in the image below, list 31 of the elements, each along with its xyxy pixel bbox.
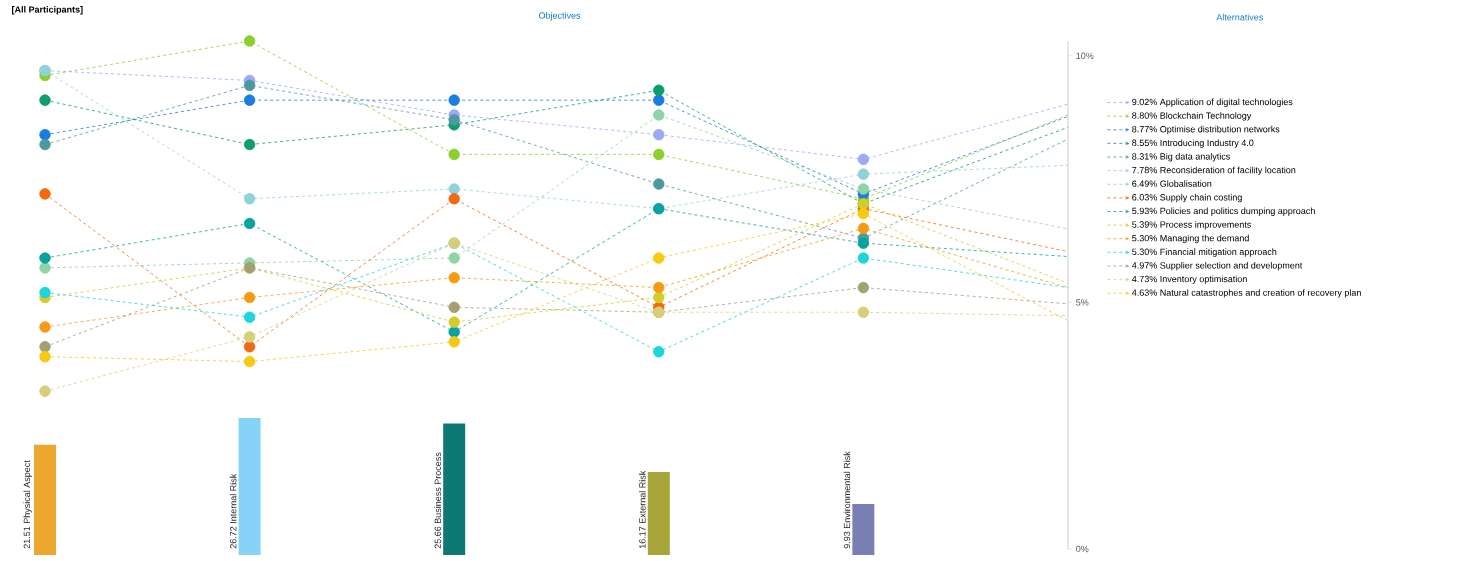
y-tick-label: 5% — [1076, 299, 1089, 306]
x-tick-label: Environmental Risk — [843, 451, 851, 529]
chart-title: [All Participants] — [12, 6, 83, 15]
data-label: 21.51 — [23, 526, 31, 549]
legend-label: 7.78% Reconsideration of facility location — [1132, 166, 1296, 176]
legend-label: 9.02% Application of digital technologies — [1132, 98, 1293, 107]
x-tick-label: Physical Aspect — [23, 460, 32, 524]
legend-label: 5.39% Process improvements — [1132, 221, 1251, 230]
x-tick-label: External Risk — [638, 470, 646, 524]
legend-label: 6.03% Supply chain costing — [1132, 193, 1242, 203]
legend-label: 6.49% Globalisation — [1132, 180, 1212, 187]
y-tick-label: 0% — [1076, 545, 1089, 553]
legend-label: 8.55% Introducing Industry 4.0 — [1132, 139, 1254, 148]
data-label: 9.93 — [843, 531, 851, 549]
legend-title: Alternatives — [1216, 13, 1263, 21]
x-tick-label: Internal Risk — [229, 473, 237, 523]
legend-label: 5.30% Financial mitigation approach — [1132, 248, 1277, 257]
legend-label: 5.93% Policies and politics dumping approach — [1132, 207, 1315, 216]
legend-label: 8.77% Optimise distribution networks — [1132, 125, 1280, 135]
y-tick-label: 10% — [1076, 52, 1094, 59]
x-axis-title: Objectives — [538, 12, 581, 21]
legend-label: 8.31% Big data analytics — [1132, 153, 1230, 162]
legend-label: 5.30% Managing the demand — [1132, 234, 1249, 244]
data-label: 26.72 — [230, 526, 237, 549]
legend-label: 4.63% Natural catastrophes and creation of recovery plan — [1131, 289, 1361, 298]
legend-label: 8.80% Blockchain Technology — [1132, 112, 1252, 121]
data-label: 16.17 — [639, 526, 646, 549]
x-tick-label: Business Process — [434, 452, 441, 524]
legend-label: 4.97% Supplier selection and development — [1131, 261, 1303, 271]
data-label: 25.66 — [434, 526, 441, 549]
legend-label: 4.73% Inventory optimisation — [1131, 275, 1247, 284]
